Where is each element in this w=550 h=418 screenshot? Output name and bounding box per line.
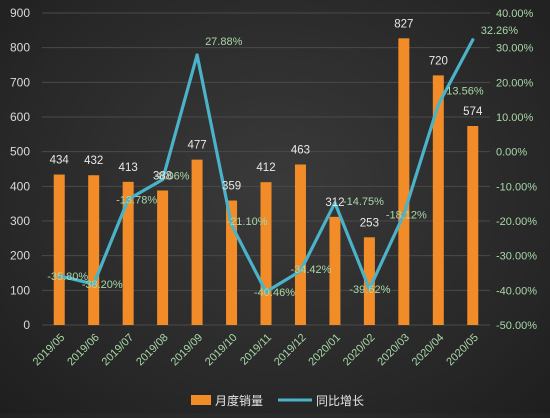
growth-value-label: 32.26% [481,25,519,37]
line-point [402,212,406,216]
growth-value-label: -34.42% [290,264,331,276]
y-left-tick-label: 300 [10,214,30,228]
bar [226,200,238,325]
x-tick-label: 2019/11 [238,332,274,368]
bar-value-label: 827 [394,18,413,30]
y-right-tick-label: -40.00% [496,285,537,297]
bar-value-label: 388 [153,170,172,182]
bar-value-label: 720 [429,55,448,67]
y-left-tick-label: 600 [10,110,30,124]
y-right-tick-label: 30.00% [496,43,534,55]
bar [432,75,444,326]
y-left-tick-label: 400 [10,179,30,193]
y-left-tick-label: 700 [10,75,30,89]
bar [157,190,169,325]
growth-value-label: -35.80% [47,271,88,283]
data-labels: 434 432 413 388 477 359 412 463 312 253 827 720 574 -… [47,18,518,299]
y-right-tick-label: 20.00% [496,77,534,89]
bar [467,126,479,325]
x-tick-label: 2020/01 [306,332,343,369]
bar-value-label: 312 [325,197,344,209]
bar [191,159,203,325]
x-tick-label: 2020/04 [410,332,447,369]
y-left-tick-label: 100 [10,283,30,297]
legend-label-bar: 月度销量 [215,393,263,408]
x-tick-label: 2019/09 [169,332,206,369]
y-left-tick-label: 900 [10,6,30,20]
x-tick-label: 2019/05 [31,332,68,369]
bar [260,182,272,325]
y-left-tick-label: 500 [10,145,30,159]
x-tick-label: 2019/08 [134,332,171,369]
legend-swatch-bar [191,395,211,405]
growth-value-label: 13.56% [446,86,484,98]
growth-value-label: -14.75% [343,196,384,208]
x-tick-label: 2019/07 [100,332,137,369]
growth-value-label: -39.62% [349,284,390,296]
y-left-tick-label: 200 [10,249,30,263]
bar-value-label: 574 [463,106,483,118]
y-right-tick-label: 40.00% [496,8,534,20]
line-point [57,274,61,278]
line-point [230,223,234,227]
line-series [57,38,475,294]
y-left-tick-label: 0 [23,318,30,332]
bar-value-label: 412 [256,162,275,174]
line-point [92,282,96,286]
y-right-tick-label: -10.00% [496,181,537,193]
line-point [264,290,268,294]
bar [122,181,134,325]
y-right-tick-label: 0.00% [496,147,527,159]
bar [329,216,341,325]
bar-series [53,38,479,326]
bar-value-label: 359 [222,181,241,193]
bar-value-label: 434 [50,155,70,167]
bar [398,38,410,325]
x-tick-label: 2020/03 [375,332,412,369]
growth-value-label: -18.12% [386,209,427,221]
y-right-tick-label: -30.00% [496,251,537,263]
legend: 月度销量 同比增长 [191,393,364,408]
bar-value-label: 253 [360,217,379,229]
bar [88,175,100,325]
bar-value-label: 432 [84,155,103,167]
y-right-tick-label: 10.00% [496,112,534,124]
line-point [161,178,165,182]
y-right-tick-label: -50.00% [496,320,537,332]
line-point [333,201,337,205]
growth-value-label: -21.10% [227,216,268,228]
x-tick-label: 2019/06 [65,332,102,369]
x-tick-label: 2020/02 [341,332,378,369]
bar-value-label: 413 [119,162,138,174]
x-tick-label: 2019/12 [272,332,309,369]
growth-value-label: -38.20% [82,279,123,291]
bar [363,237,375,325]
growth-value-label: -40.46% [254,287,295,299]
y-right-tick-label: -20.00% [496,216,537,228]
x-tick-label: 2019/10 [203,332,240,369]
growth-value-label: -8.06% [155,171,190,183]
bar-value-label: 477 [187,140,206,152]
line-point [126,197,130,201]
legend-label-line: 同比增长 [316,394,364,408]
line-point [298,269,302,273]
y-left-tick-label: 800 [10,41,30,55]
growth-value-label: 27.88% [205,36,243,48]
line-point [436,103,440,107]
bar [53,174,65,325]
growth-value-label: -13.78% [116,194,157,206]
line-point [195,53,199,57]
x-tick-label: 2020/05 [444,332,481,369]
line-point [367,287,371,291]
bar-value-label: 463 [291,144,310,156]
line-point [471,38,475,42]
bar [294,164,306,325]
